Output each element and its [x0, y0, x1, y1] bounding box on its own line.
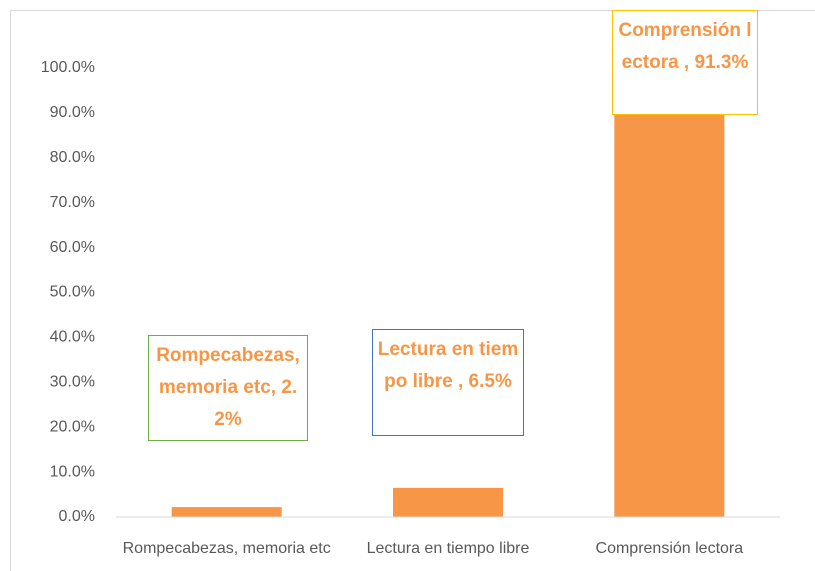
bar	[393, 487, 503, 517]
y-tick-label: 20.0%	[50, 418, 95, 435]
data-label: Comprensión lectora , 91.3%	[612, 10, 758, 115]
y-tick-label: 100.0%	[41, 59, 95, 76]
x-tick-label: Comprensión lectora	[596, 540, 744, 557]
y-tick-label: 60.0%	[50, 239, 95, 256]
y-tick-label: 40.0%	[50, 329, 95, 346]
x-tick-label: Lectura en tiempo libre	[367, 540, 530, 557]
data-label: Rompecabezas, memoria etc, 2.2%	[148, 335, 308, 441]
x-tick-label: Rompecabezas, memoria etc	[123, 540, 331, 557]
bar	[614, 107, 725, 518]
y-tick-label: 70.0%	[50, 194, 95, 211]
bar	[171, 507, 282, 517]
y-tick-label: 90.0%	[50, 104, 95, 121]
y-tick-label: 10.0%	[50, 463, 95, 480]
y-tick-label: 80.0%	[50, 149, 95, 166]
y-tick-label: 0.0%	[59, 508, 95, 525]
chart-border	[10, 10, 815, 571]
data-label: Lectura en tiempo libre , 6.5%	[372, 329, 524, 436]
y-tick-label: 50.0%	[50, 284, 95, 301]
y-tick-label: 30.0%	[50, 374, 95, 391]
